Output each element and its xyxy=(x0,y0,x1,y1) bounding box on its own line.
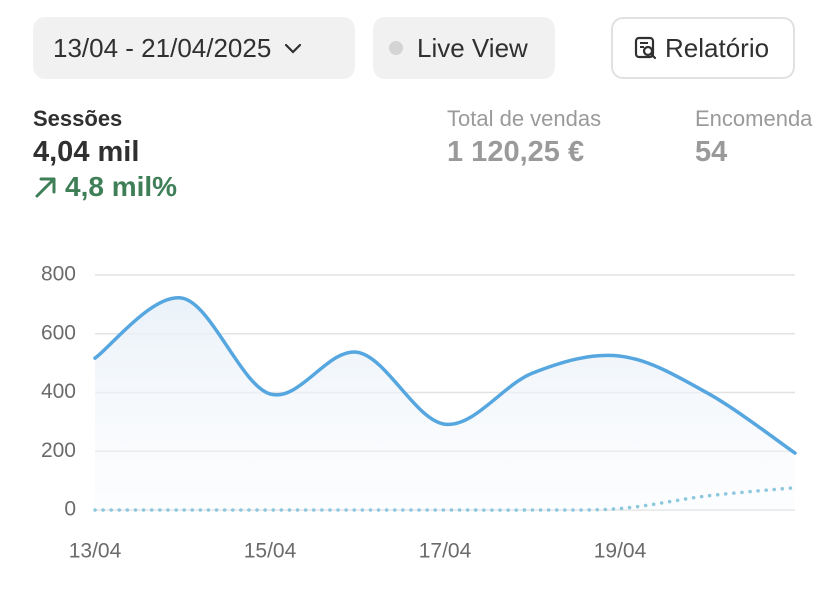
y-tick-label: 600 xyxy=(41,321,76,344)
y-tick-label: 800 xyxy=(41,263,76,286)
date-range: 13/04 - 21/04/2025 xyxy=(53,32,272,63)
metric-value: 4,04 mil xyxy=(33,136,140,168)
area xyxy=(95,297,795,510)
metric-orders[interactable]: Encomenda 54 xyxy=(695,106,812,169)
date-range-button[interactable]: 13/04 - 21/04/2025 xyxy=(33,17,355,79)
chevron-icon xyxy=(285,43,302,54)
metric-label: Total de vendas xyxy=(447,106,602,131)
y-tick-label: 0 xyxy=(64,498,76,521)
metric-label: Encomenda xyxy=(695,106,813,131)
y-tick-label: 200 xyxy=(41,439,76,462)
x-tick-label: 19/04 xyxy=(594,540,647,563)
report-label: Relatório xyxy=(665,32,770,63)
report-icon xyxy=(634,36,657,60)
metric-change: 4,8 mil% xyxy=(33,171,177,203)
x-tick-label: 15/04 xyxy=(244,540,297,563)
comparison-line xyxy=(93,485,797,512)
trend-up-icon xyxy=(35,177,56,198)
live-view-button[interactable]: Live View xyxy=(373,17,555,79)
metric-label: Sessões xyxy=(33,106,123,131)
x-tick-label: 17/04 xyxy=(419,540,472,563)
live-view-label: Live View xyxy=(417,32,528,63)
metric-sessions[interactable]: Sessões 4,04 mil 4,8 mil% xyxy=(33,106,177,203)
metric-sales[interactable]: Total de vendas 1 120,25 € xyxy=(447,106,601,169)
change-value: 4,8 mil% xyxy=(65,171,178,202)
metric-value: 54 xyxy=(695,136,728,168)
status-dot xyxy=(389,41,403,55)
y-tick-label: 400 xyxy=(41,380,76,403)
report-button[interactable]: Relatório xyxy=(611,17,795,79)
series-line xyxy=(93,296,797,455)
x-tick-label: 13/04 xyxy=(69,540,122,563)
metric-value: 1 120,25 € xyxy=(447,136,585,168)
